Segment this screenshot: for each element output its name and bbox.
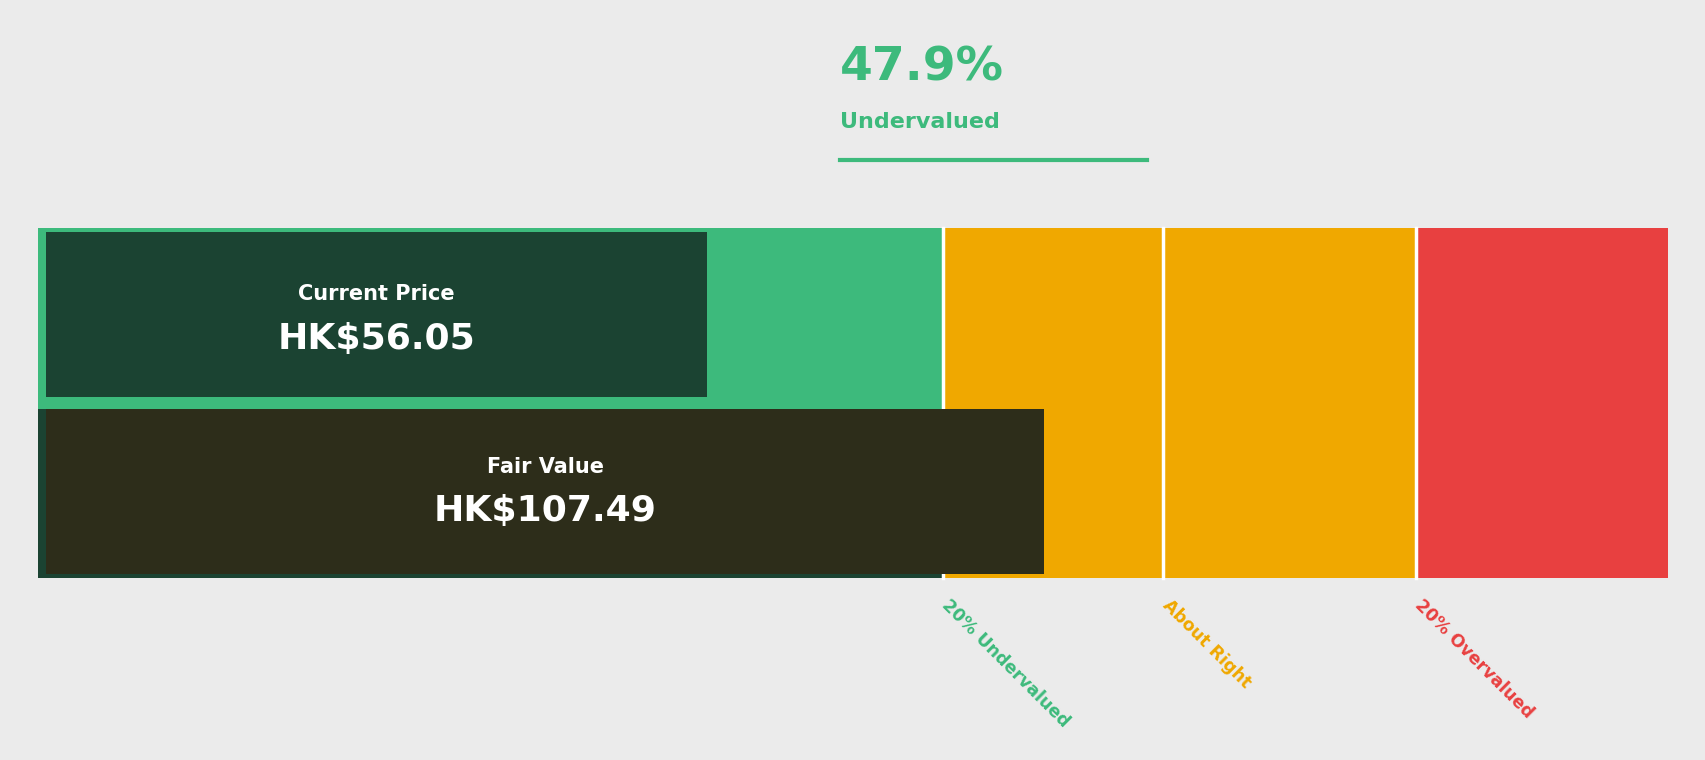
Text: HK$107.49: HK$107.49 [433, 494, 656, 528]
Text: Fair Value: Fair Value [486, 457, 604, 477]
Bar [38, 228, 943, 578]
Text: HK$56.05: HK$56.05 [278, 322, 476, 356]
Text: About Right: About Right [1158, 597, 1253, 692]
Text: 20% Overvalued: 20% Overvalued [1410, 597, 1536, 722]
Bar [943, 228, 1163, 578]
Bar [1415, 228, 1667, 578]
Bar [46, 232, 708, 397]
Bar [46, 409, 1043, 574]
Bar [1163, 228, 1415, 578]
Text: 47.9%: 47.9% [841, 46, 1004, 91]
Text: 20% Undervalued: 20% Undervalued [938, 597, 1072, 731]
Text: Current Price: Current Price [298, 284, 455, 305]
Text: Undervalued: Undervalued [841, 112, 999, 131]
Bar [38, 409, 943, 578]
